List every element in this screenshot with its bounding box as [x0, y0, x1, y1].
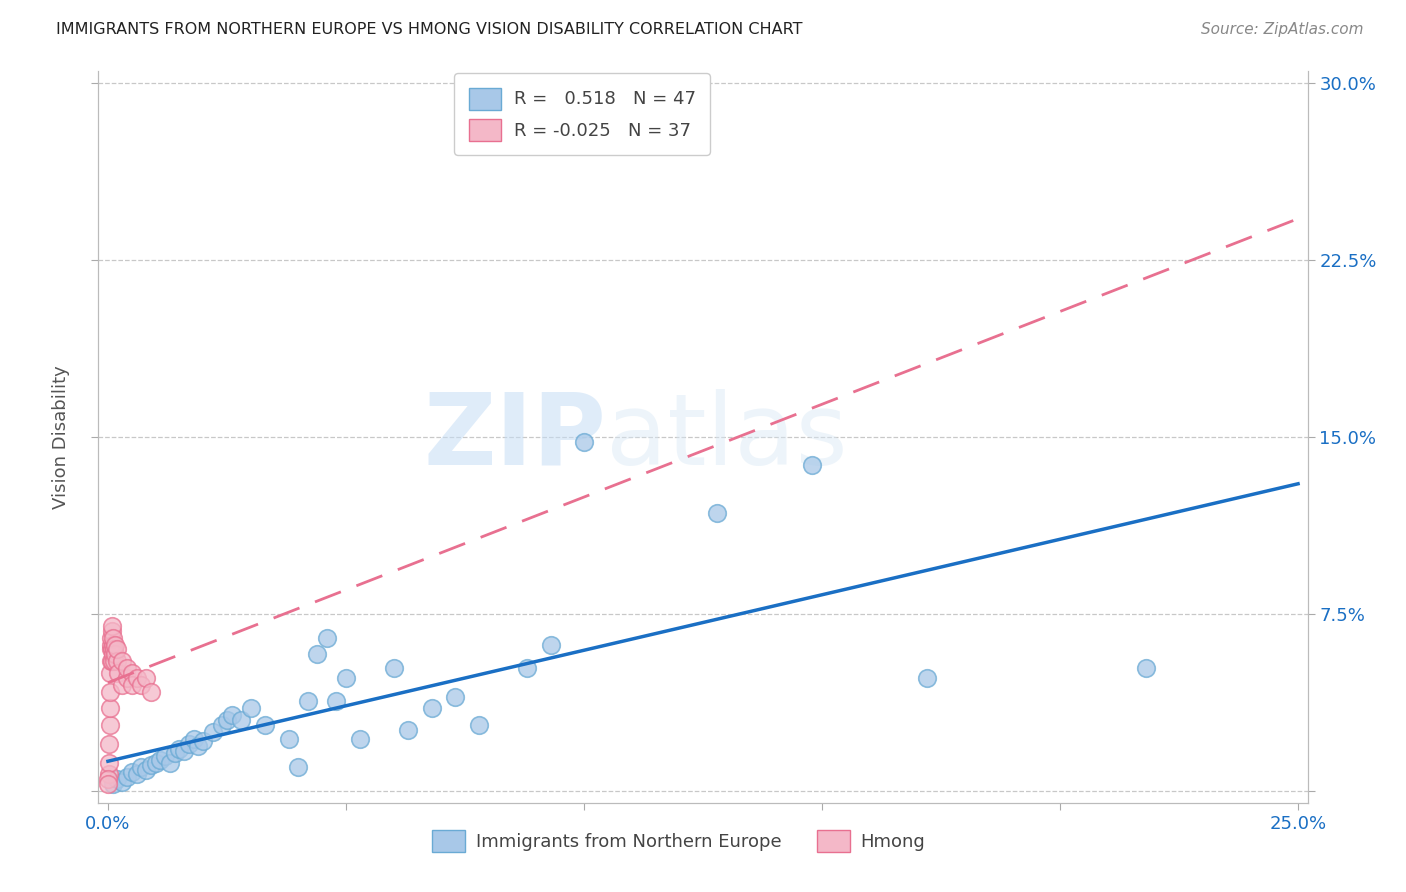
Point — [187, 739, 209, 754]
Point — [177, 737, 200, 751]
Point — [97, 767, 120, 781]
Point — [115, 661, 138, 675]
Point — [1135, 661, 1157, 675]
Point — [125, 767, 148, 781]
Point — [121, 666, 143, 681]
Point — [163, 746, 186, 760]
Point — [103, 654, 125, 668]
Point — [135, 763, 157, 777]
Point — [98, 701, 121, 715]
Point — [349, 732, 371, 747]
Point — [183, 732, 205, 747]
Text: IMMIGRANTS FROM NORTHERN EUROPE VS HMONG VISION DISABILITY CORRELATION CHART: IMMIGRANTS FROM NORTHERN EUROPE VS HMONG… — [56, 22, 803, 37]
Point — [153, 748, 176, 763]
Y-axis label: Vision Disability: Vision Disability — [52, 365, 70, 509]
Text: Source: ZipAtlas.com: Source: ZipAtlas.com — [1201, 22, 1364, 37]
Point — [325, 694, 347, 708]
Point — [139, 758, 162, 772]
Point — [98, 685, 121, 699]
Point — [129, 760, 152, 774]
Point — [135, 671, 157, 685]
Point — [540, 638, 562, 652]
Point — [101, 647, 124, 661]
Point — [159, 756, 181, 770]
Point — [239, 701, 262, 715]
Point — [468, 718, 491, 732]
Point — [115, 770, 138, 784]
Point — [98, 737, 121, 751]
Point — [101, 638, 124, 652]
Text: atlas: atlas — [606, 389, 848, 485]
Point — [111, 774, 134, 789]
Point — [121, 678, 143, 692]
Point — [801, 458, 824, 473]
Point — [915, 671, 938, 685]
Point — [111, 678, 134, 692]
Point — [572, 434, 595, 449]
Point — [107, 772, 129, 787]
Point — [145, 756, 167, 770]
Point — [104, 638, 127, 652]
Point — [98, 718, 121, 732]
Point — [277, 732, 299, 747]
Point — [100, 642, 122, 657]
Point — [516, 661, 538, 675]
Point — [382, 661, 405, 675]
Point — [107, 642, 129, 657]
Point — [254, 718, 277, 732]
Point — [100, 619, 122, 633]
Text: ZIP: ZIP — [423, 389, 606, 485]
Point — [97, 777, 120, 791]
Point — [100, 654, 122, 668]
Point — [316, 631, 339, 645]
Point — [307, 647, 329, 661]
Point — [287, 760, 309, 774]
Point — [103, 642, 125, 657]
Legend: Immigrants from Northern Europe, Hmong: Immigrants from Northern Europe, Hmong — [425, 823, 932, 860]
Point — [173, 744, 195, 758]
Point — [211, 718, 233, 732]
Point — [335, 671, 357, 685]
Point — [111, 654, 134, 668]
Point — [201, 725, 224, 739]
Point — [231, 713, 253, 727]
Point — [101, 642, 124, 657]
Point — [98, 756, 121, 770]
Point — [100, 631, 122, 645]
Point — [101, 654, 124, 668]
Point — [101, 777, 124, 791]
Point — [706, 506, 728, 520]
Point — [149, 753, 172, 767]
Point — [107, 654, 129, 668]
Point — [420, 701, 443, 715]
Point — [121, 765, 143, 780]
Point — [215, 713, 238, 727]
Point — [104, 647, 127, 661]
Point — [444, 690, 467, 704]
Point — [98, 666, 121, 681]
Point — [107, 666, 129, 681]
Point — [125, 671, 148, 685]
Point — [396, 723, 419, 737]
Point — [100, 624, 122, 638]
Point — [139, 685, 162, 699]
Point — [97, 772, 120, 787]
Point — [191, 734, 214, 748]
Point — [129, 678, 152, 692]
Point — [221, 708, 243, 723]
Point — [169, 741, 191, 756]
Point — [115, 671, 138, 685]
Point — [297, 694, 319, 708]
Point — [101, 631, 124, 645]
Point — [100, 638, 122, 652]
